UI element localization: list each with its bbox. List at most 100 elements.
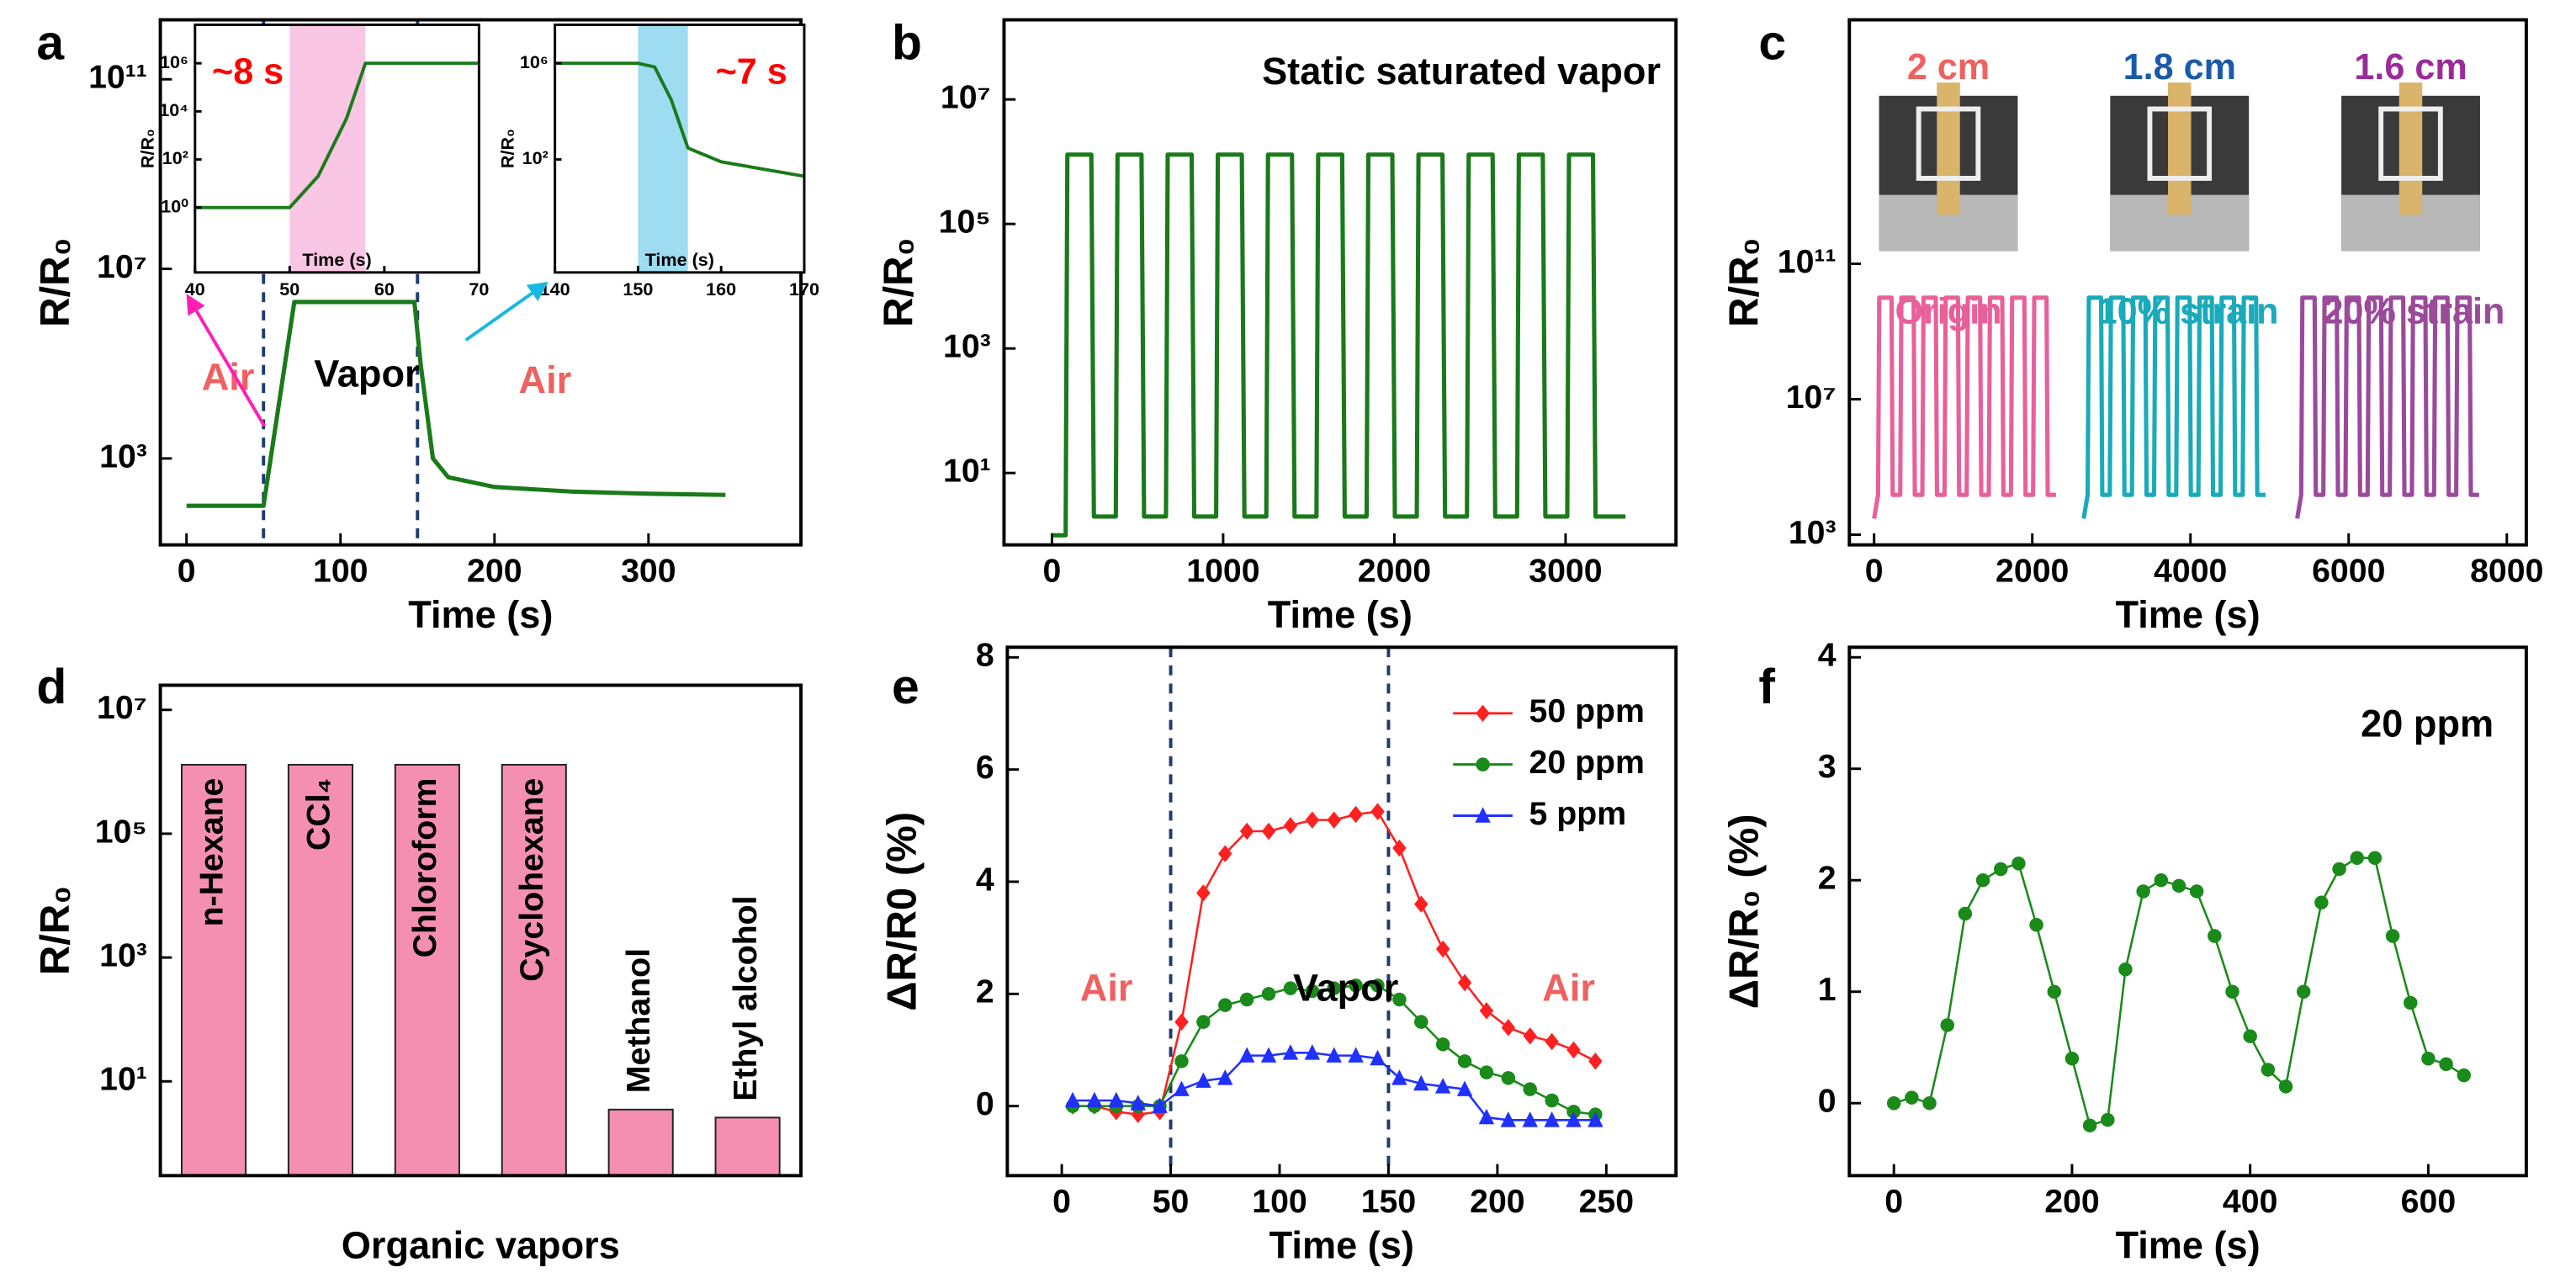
x-tick-label: 3000 bbox=[1529, 552, 1602, 589]
inset-chart: 10² 10⁶ 140 150 160 170 Time (s) R/R₀ ~7 s bbox=[496, 23, 819, 300]
plot-area bbox=[1052, 152, 1626, 538]
y-axis-label: R/R₀ bbox=[877, 237, 922, 327]
x-tick-label: 0 bbox=[1052, 1183, 1071, 1220]
plot-background bbox=[1004, 19, 1677, 545]
bar bbox=[287, 763, 354, 1176]
marker bbox=[2047, 984, 2062, 999]
marker bbox=[1260, 1047, 1277, 1063]
chart-panel: d 10¹ 10³ 10⁵ 10⁷ Organic vapors R/R₀ n-Hexane C… bbox=[33, 660, 803, 1267]
y-tick-label: 4 bbox=[976, 861, 994, 898]
y-tick-label: 10⁷ bbox=[97, 689, 147, 726]
annotation: Air bbox=[1080, 966, 1133, 1009]
marker bbox=[1217, 1069, 1233, 1085]
marker bbox=[1587, 1111, 1603, 1127]
marker bbox=[1501, 1019, 1516, 1037]
marker bbox=[2457, 1068, 2472, 1083]
y-tick-label: 2 bbox=[976, 973, 994, 1010]
plot-background bbox=[1007, 647, 1677, 1176]
marker bbox=[1523, 1082, 1537, 1096]
x-tick-label: 200 bbox=[1470, 1183, 1525, 1220]
marker bbox=[1566, 1041, 1581, 1059]
plot-area bbox=[180, 763, 781, 1176]
marker bbox=[1305, 811, 1320, 829]
x-tick-label: 50 bbox=[1153, 1183, 1190, 1220]
x-tick-label: 6000 bbox=[2312, 552, 2385, 589]
x-tick-label: 600 bbox=[2401, 1183, 2457, 1220]
y-axis-label: R/R₀ bbox=[33, 886, 78, 976]
photo-sample bbox=[2398, 82, 2423, 215]
marker bbox=[1349, 805, 1363, 824]
x-tick-label: 1000 bbox=[1186, 552, 1259, 589]
shaded-region bbox=[638, 24, 688, 273]
x-tick-label: 60 bbox=[374, 278, 395, 300]
marker bbox=[1434, 1078, 1451, 1094]
marker bbox=[1940, 1018, 1954, 1032]
marker bbox=[2136, 884, 2150, 899]
y-tick-label: 10⁵ bbox=[95, 813, 147, 850]
marker bbox=[1544, 1111, 1560, 1127]
marker bbox=[2012, 856, 2026, 871]
x-tick-label: 0 bbox=[1043, 552, 1062, 589]
marker bbox=[1196, 884, 1211, 902]
y-tick-label: 10² bbox=[162, 147, 188, 168]
plot-area bbox=[554, 24, 804, 273]
y-tick-label: 10⁶ bbox=[160, 51, 188, 72]
y-tick-label: 10² bbox=[522, 147, 549, 168]
x-axis-label: Time (s) bbox=[1268, 593, 1413, 636]
y-tick-label: 10³ bbox=[99, 936, 147, 973]
bar bbox=[714, 1116, 781, 1176]
marker bbox=[2029, 917, 2043, 932]
y-tick-label: 10⁷ bbox=[1786, 379, 1837, 416]
x-tick-label: 160 bbox=[706, 278, 736, 300]
x-tick-label: 0 bbox=[1884, 1183, 1903, 1220]
bar bbox=[501, 763, 567, 1176]
annotation: Static saturated vapor bbox=[1262, 50, 1661, 93]
marker bbox=[1392, 992, 1407, 1007]
x-tick-label: 200 bbox=[467, 552, 522, 589]
panel-letter: a bbox=[36, 15, 65, 70]
marker bbox=[1958, 906, 1973, 921]
plot-frame bbox=[158, 683, 803, 1178]
y-tick-label: 0 bbox=[976, 1085, 994, 1122]
marker bbox=[1994, 862, 2008, 877]
bar-label: Ethyl alcohol bbox=[727, 895, 764, 1100]
photo-label: 1.8 cm bbox=[2123, 47, 2236, 87]
marker bbox=[1174, 1080, 1190, 1096]
x-tick-label: 400 bbox=[2223, 1183, 2278, 1220]
bar bbox=[607, 1108, 674, 1176]
y-axis-label: ΔR/R₀ (%) bbox=[1722, 814, 1768, 1009]
annotation: 20 ppm bbox=[2361, 702, 2494, 745]
marker bbox=[1327, 811, 1341, 829]
x-tick-label: 250 bbox=[1579, 1183, 1635, 1220]
marker bbox=[2118, 962, 2133, 977]
marker bbox=[1326, 1047, 1342, 1063]
plot-frame bbox=[554, 23, 806, 274]
marker bbox=[1370, 978, 1385, 993]
marker bbox=[1238, 1047, 1255, 1063]
marker bbox=[1305, 984, 1320, 999]
x-tick-label: 2000 bbox=[1996, 552, 2069, 589]
series-line bbox=[1872, 295, 2056, 519]
panel-letter: c bbox=[1758, 15, 1786, 70]
series-line bbox=[186, 300, 726, 508]
marker bbox=[1261, 822, 1276, 841]
marker bbox=[1413, 1074, 1429, 1091]
plot-frame bbox=[1847, 18, 2528, 547]
photo-label: 2 cm bbox=[1907, 47, 1990, 87]
y-tick-label: 10³ bbox=[1789, 514, 1837, 551]
marker bbox=[1905, 1090, 1919, 1105]
y-axis-label: R/R₀ bbox=[137, 129, 158, 168]
inset-chart: 10⁰ 10² 10⁴ 10⁶ 40 50 60 70 Time (s) R/R₀ ~8 s bbox=[137, 23, 489, 300]
marker bbox=[1414, 895, 1428, 913]
marker bbox=[1414, 1015, 1428, 1029]
marker bbox=[1392, 839, 1407, 857]
y-tick-label: 10³ bbox=[99, 437, 147, 475]
marker bbox=[1086, 1091, 1103, 1108]
x-tick-label: 200 bbox=[2044, 1183, 2100, 1220]
marker bbox=[2421, 1051, 2436, 1066]
photo-fiber bbox=[2147, 106, 2213, 181]
y-tick-label: 6 bbox=[976, 749, 994, 786]
y-tick-label: 10¹ bbox=[99, 1061, 147, 1098]
x-tick-label: 0 bbox=[1865, 552, 1884, 589]
